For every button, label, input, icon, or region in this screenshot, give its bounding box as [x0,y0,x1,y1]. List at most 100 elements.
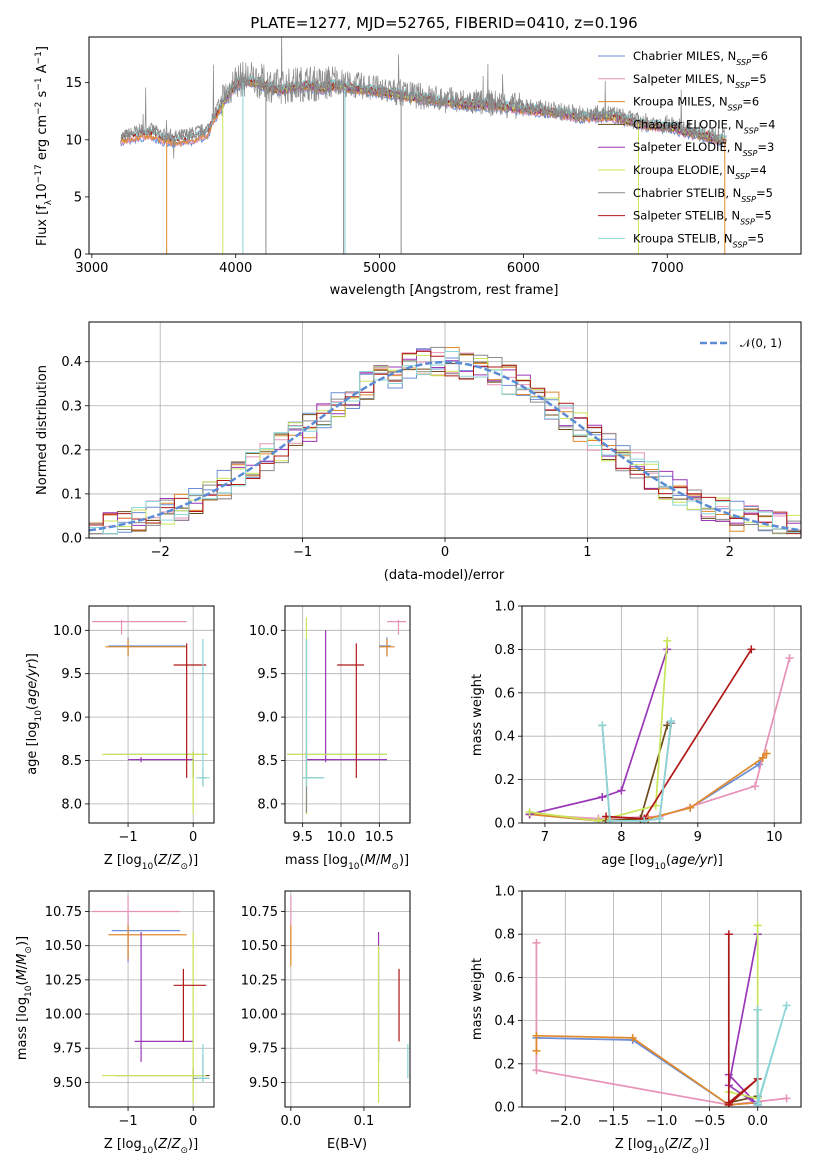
wAge-xlabel: age [log10(age/yr)] [601,853,723,872]
weight-marker-kroupa-stelib [598,721,607,730]
errorbar-kroupa-elodie [102,932,207,1103]
weight-line-chabrier-miles [529,757,764,822]
x-tick-label: 9 [694,830,702,845]
weight-marker-kroupa-stelib [753,1005,762,1014]
x-tick-label: −2.0 [550,1114,582,1129]
x-tick-label: 8 [617,830,625,845]
weight-line-kroupa-miles [529,753,768,822]
errorbar-salpeter-miles [92,619,187,635]
y-tick-label: 0.4 [61,355,82,370]
mE-frame [284,890,411,1108]
x-tick-label: 0.0 [281,1114,302,1129]
weight-line-kroupa-stelib [756,1005,788,1106]
x-tick-label: 0 [441,545,449,560]
histogram-kroupa-stelib [89,351,801,535]
mE-points [290,895,409,1103]
x-tick-label: 0 [189,830,197,845]
y-tick-label: 9.5 [257,667,278,682]
age-vs-metallicity-panel: −1 0 8.0 8.5 9.0 9.5 10.0 Z [log10(Z/Z⊙)] age … [25,605,215,872]
x-tick-label: 0 [189,1114,197,1129]
legend-label-chabrier-elodie: Chabrier ELODIE, NSSP=4 [633,117,775,135]
mZ-ylabel: mass [log10(M/M⊙)] [15,936,34,1060]
ageM-points [287,617,407,815]
weight-line-salpeter-stelib [606,648,753,820]
ageZ-points [92,619,210,815]
weight-line-kroupa-elodie [529,640,669,822]
y-tick-label: 0.6 [494,971,515,986]
errorbar-salpeter-elodie [134,932,194,1062]
observed-spectrum-curve [120,37,727,159]
y-tick-label: 10.00 [241,1008,278,1023]
errorbar-kroupa-stelib [302,638,325,787]
weight-marker-salpeter-miles [532,1066,541,1075]
wZ-ticks: −2.0 −1.5 −1.0 −0.5 0.0 0.0 0.2 0.4 0.6 0.8 1.0 [494,885,768,1130]
weight-marker-salpeter-stelib [724,930,733,939]
wAge-frame [521,605,802,824]
errorbar-kroupa-miles [108,925,187,960]
y-tick-label: 10.25 [45,973,82,988]
y-tick-label: 0.2 [494,1057,515,1072]
errorbar-salpeter-elodie [306,630,387,763]
y-tick-label: 0.2 [494,773,515,788]
legend-label-chabrier-miles: Chabrier MILES, NSSP=6 [633,49,768,67]
x-tick-label: 5000 [363,261,396,276]
x-tick-label: 7000 [651,261,684,276]
y-tick-label: 8.0 [61,797,82,812]
spectrum-panel: 3000 4000 5000 6000 7000 0 5 10 15 PLATE=1277, M… [34,14,802,298]
errorbar-salpeter-miles [92,895,181,960]
x-tick-label: −1 [118,1114,137,1129]
mZ-xlabel: Z [log10(Z/Z⊙)] [104,1137,198,1156]
y-tick-label: 10.75 [45,905,82,920]
y-tick-label: 0.0 [494,817,515,832]
weight-vs-age-panel: 7 8 9 10 0.0 0.2 0.4 0.6 0.8 1.0 age [log10(age/y… [470,600,802,872]
weight-marker-kroupa-elodie [594,816,603,823]
weight-line-kroupa-miles [535,1034,758,1106]
errorbar-salpeter-stelib [337,643,364,778]
ageM-xlabel: mass [log10(M/M⊙)] [285,853,409,872]
legend-label-salpeter-stelib: Salpeter STELIB, NSSP=5 [633,209,772,227]
weight-marker-kroupa-miles [532,1046,541,1055]
weight-line-salpeter-elodie [529,649,669,816]
spectrum-ylabel: Flux [fλ10−17 erg cm−2 s−1 A−1] [34,46,54,246]
y-tick-label: 10.0 [249,624,278,639]
x-tick-label: 10.5 [365,830,394,845]
y-tick-label: 0 [74,248,82,263]
y-tick-label: 0.4 [494,730,515,745]
ageZ-grid [89,606,214,823]
mass-vs-extinction-panel: 0.0 0.1 9.50 9.75 10.00 10.25 10.50 10.75 E(B-V… [241,890,411,1152]
y-tick-label: 0.0 [61,532,82,547]
x-tick-label: 3000 [75,261,108,276]
y-tick-label: 8.5 [257,754,278,769]
mZ-ticks: −1 0 9.50 9.75 10.00 10.25 10.50 10.75 [45,905,198,1129]
y-tick-label: 1.0 [494,885,515,900]
x-tick-label: 9.5 [292,830,313,845]
weight-marker-kroupa-elodie [753,921,762,930]
mass-vs-metallicity-panel: −1 0 9.50 9.75 10.00 10.25 10.50 10.75 Z [log10… [15,890,215,1156]
weight-marker-kroupa-stelib [655,814,664,823]
ageM-ticks: 9.5 10.0 10.5 8.0 8.5 9.0 9.5 10.0 [249,624,394,845]
mZ-points [92,895,210,1103]
wAge-ylabel: mass weight [470,674,485,756]
wZ-lines [532,921,791,1107]
x-tick-label: 2 [726,545,734,560]
legend-label-chabrier-stelib: Chabrier STELIB, NSSP=5 [633,186,773,204]
weight-marker-kroupa-elodie [525,808,534,817]
y-tick-label: 0.3 [61,399,82,414]
errorbar-chabrier-stelib [302,638,325,813]
x-tick-label: 10 [766,830,783,845]
errorbar-salpeter-stelib [173,643,207,778]
errorbar-kroupa-stelib [196,638,210,787]
wZ-ylabel: mass weight [470,958,485,1040]
residual-legend: 𝒩(0, 1) [700,336,782,350]
y-tick-label: 0.8 [494,928,515,943]
normal-legend-label: 𝒩(0, 1) [740,336,782,350]
mE-xlabel: E(B-V) [327,1137,367,1152]
errorbar-salpeter-elodie [128,757,194,763]
ageZ-xlabel: Z [log10(Z/Z⊙)] [104,853,198,872]
legend-label-kroupa-stelib: Kroupa STELIB, NSSP=5 [633,231,764,249]
y-tick-label: 10.75 [241,905,278,920]
y-tick-label: 9.50 [249,1076,278,1091]
y-tick-label: 5 [74,190,82,205]
x-tick-label: 6000 [507,261,540,276]
weight-marker-salpeter-miles [532,938,541,947]
